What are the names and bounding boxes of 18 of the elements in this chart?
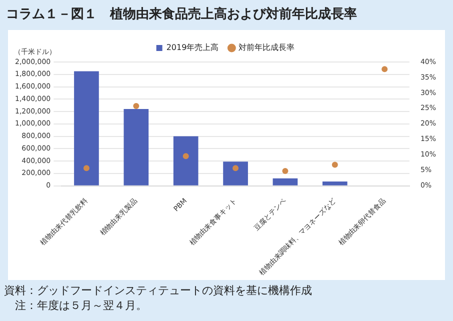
point <box>282 168 288 174</box>
point <box>332 162 338 168</box>
text: 資料：グッドフードインスティテュートの資料を基に機構作成 <box>4 283 312 298</box>
bar <box>173 136 198 186</box>
point <box>133 102 140 109</box>
point <box>382 66 388 72</box>
bar <box>272 178 298 186</box>
legend-label: 対前年比成長率 <box>238 43 295 52</box>
bar <box>74 71 99 186</box>
bar <box>223 162 248 186</box>
chart-title: コラム１－図１ 植物由来食品売上高および対前年比成長率 <box>6 6 357 23</box>
point <box>83 165 90 172</box>
text: 注：年度は５月～翌４月。 <box>14 298 148 313</box>
bar <box>322 181 348 186</box>
legend-label: 2019年売上高 <box>166 43 219 52</box>
point <box>232 165 239 172</box>
bar <box>124 109 149 186</box>
point <box>182 153 189 160</box>
